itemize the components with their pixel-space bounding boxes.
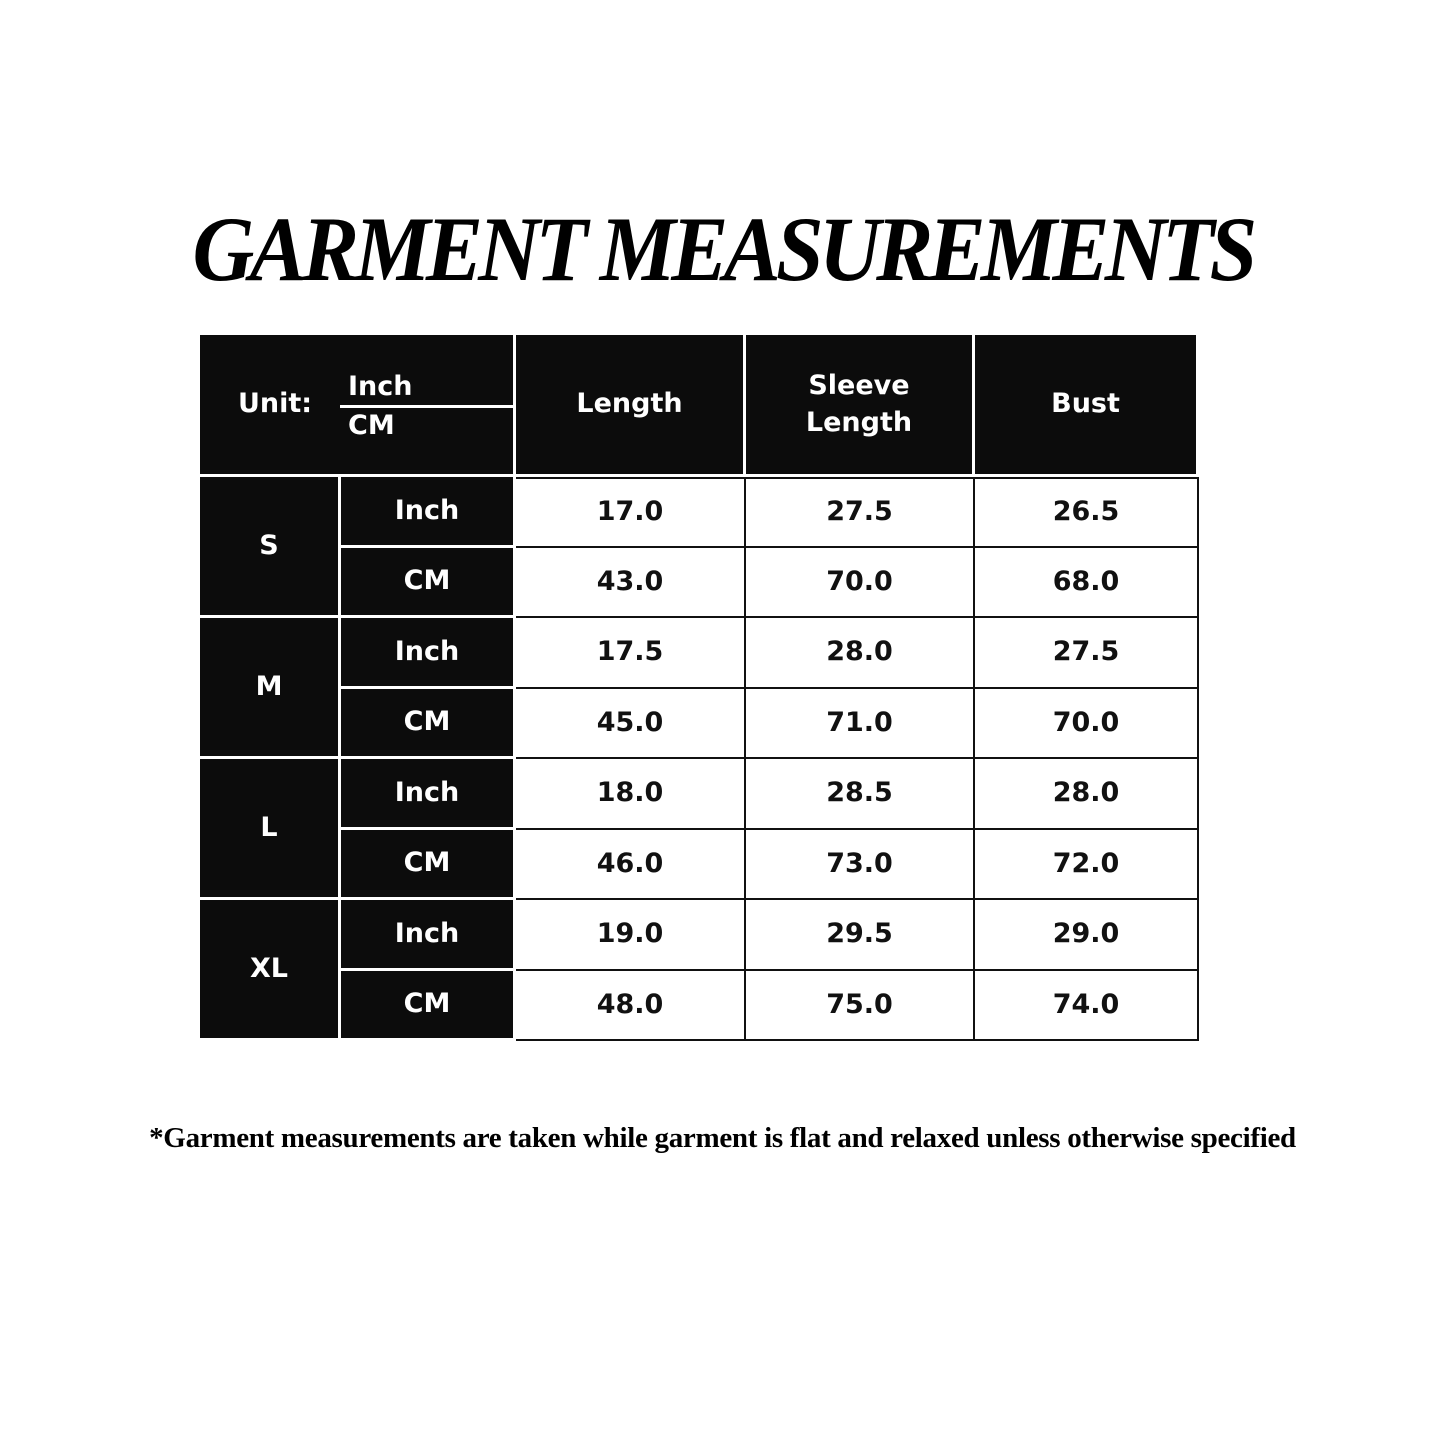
measurement-cell: 73.0 [746, 829, 975, 900]
column-header: Length [516, 335, 746, 477]
measurement-cell: 29.5 [746, 900, 975, 971]
unit-label: Inch [341, 618, 516, 689]
column-header: Bust [975, 335, 1199, 477]
measurement-cell: 43.0 [516, 547, 746, 618]
unit-label: CM [341, 829, 516, 900]
unit-inch: Inch [340, 369, 516, 409]
size-label: S [200, 477, 341, 618]
unit-label: CM [341, 688, 516, 759]
measurement-cell: 17.0 [516, 477, 746, 548]
size-label: M [200, 618, 341, 759]
unit-cm: CM [348, 410, 395, 442]
unit-label: Inch [341, 477, 516, 548]
measurement-cell: 75.0 [746, 970, 975, 1041]
measurement-cell: 28.5 [746, 759, 975, 830]
measurement-cell: 70.0 [746, 547, 975, 618]
unit-fraction: Inch CM [340, 369, 516, 445]
unit-label: CM [341, 970, 516, 1041]
page-title: GARMENT MEASUREMENTS [192, 198, 1257, 300]
measurement-cell: 17.5 [516, 618, 746, 689]
column-header: Sleeve Length [746, 335, 975, 477]
footnote: *Garment measurements are taken while ga… [149, 1122, 1296, 1154]
unit-label: Inch [341, 900, 516, 971]
measurement-cell: 18.0 [516, 759, 746, 830]
unit-label: Unit: [238, 388, 313, 420]
measurement-cell: 71.0 [746, 688, 975, 759]
size-label: XL [200, 900, 341, 1041]
size-label: L [200, 759, 341, 900]
measurement-cell: 74.0 [975, 970, 1199, 1041]
measurement-cell: 19.0 [516, 900, 746, 971]
measurement-cell: 48.0 [516, 970, 746, 1041]
measurement-cell: 28.0 [975, 759, 1199, 830]
measurement-cell: 27.5 [975, 618, 1199, 689]
measurement-cell: 27.5 [746, 477, 975, 548]
measurement-cell: 46.0 [516, 829, 746, 900]
unit-header: Unit: Inch CM [200, 335, 516, 477]
size-chart-table: Unit: Inch CM Length Sleeve Length Bust S In… [200, 335, 1199, 1041]
measurement-cell: 26.5 [975, 477, 1199, 548]
measurement-cell: 29.0 [975, 900, 1199, 971]
unit-label: Inch [341, 759, 516, 830]
unit-label: CM [341, 547, 516, 618]
measurement-cell: 68.0 [975, 547, 1199, 618]
measurement-cell: 45.0 [516, 688, 746, 759]
measurement-cell: 72.0 [975, 829, 1199, 900]
measurement-cell: 28.0 [746, 618, 975, 689]
measurement-cell: 70.0 [975, 688, 1199, 759]
